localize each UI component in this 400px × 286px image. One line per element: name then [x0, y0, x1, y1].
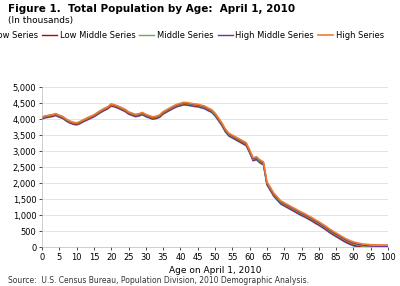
- Middle Series: [126, 111, 131, 115]
- Line: Low Middle Series: Low Middle Series: [42, 104, 388, 247]
- Low Middle Series: [386, 246, 390, 249]
- Middle Series: [386, 246, 390, 249]
- Low Middle Series: [64, 119, 69, 122]
- High Series: [285, 203, 290, 206]
- Middle Series: [285, 205, 290, 208]
- Low Middle Series: [365, 246, 370, 249]
- High Middle Series: [302, 213, 307, 217]
- Text: Figure 1.  Total Population by Age:  April 1, 2010: Figure 1. Total Population by Age: April…: [8, 4, 295, 14]
- Low Middle Series: [285, 206, 290, 209]
- Low Middle Series: [251, 158, 256, 162]
- Low Series: [64, 120, 69, 123]
- Line: Low Series: Low Series: [42, 105, 388, 247]
- Low Middle Series: [302, 215, 307, 218]
- Text: (In thousands): (In thousands): [8, 16, 73, 25]
- Low Series: [285, 206, 290, 210]
- High Series: [40, 115, 44, 119]
- Low Middle Series: [40, 117, 44, 120]
- Line: Middle Series: Middle Series: [42, 104, 388, 247]
- High Series: [202, 104, 207, 108]
- Middle Series: [302, 214, 307, 217]
- Middle Series: [40, 116, 44, 119]
- Low Middle Series: [126, 112, 131, 115]
- Low Middle Series: [202, 106, 207, 110]
- Middle Series: [202, 106, 207, 109]
- High Middle Series: [64, 118, 69, 121]
- Low Series: [182, 103, 186, 107]
- Middle Series: [251, 158, 256, 161]
- Low Middle Series: [182, 103, 186, 106]
- Low Series: [386, 246, 390, 249]
- Line: High Middle Series: High Middle Series: [42, 103, 388, 246]
- High Middle Series: [251, 157, 256, 160]
- High Middle Series: [182, 101, 186, 105]
- High Series: [251, 156, 256, 160]
- Low Series: [202, 107, 207, 111]
- High Series: [302, 212, 307, 216]
- Legend: Low Series, Low Middle Series, Middle Series, High Middle Series, High Series: Low Series, Low Middle Series, Middle Se…: [0, 31, 384, 39]
- High Middle Series: [202, 105, 207, 108]
- Line: High Series: High Series: [42, 102, 388, 245]
- X-axis label: Age on April 1, 2010: Age on April 1, 2010: [169, 266, 261, 275]
- High Middle Series: [285, 204, 290, 207]
- Middle Series: [182, 102, 186, 105]
- High Middle Series: [126, 110, 131, 114]
- Text: Source:  U.S. Census Bureau, Population Division, 2010 Demographic Analysis.: Source: U.S. Census Bureau, Population D…: [8, 276, 309, 285]
- Low Series: [126, 112, 131, 116]
- High Middle Series: [386, 245, 390, 248]
- High Series: [64, 117, 69, 121]
- High Series: [182, 101, 186, 104]
- Middle Series: [64, 118, 69, 122]
- High Series: [126, 110, 131, 114]
- Low Series: [358, 246, 363, 249]
- High Middle Series: [40, 115, 44, 119]
- High Series: [386, 243, 390, 247]
- Low Series: [302, 216, 307, 219]
- Low Series: [40, 117, 44, 121]
- Low Series: [251, 159, 256, 163]
